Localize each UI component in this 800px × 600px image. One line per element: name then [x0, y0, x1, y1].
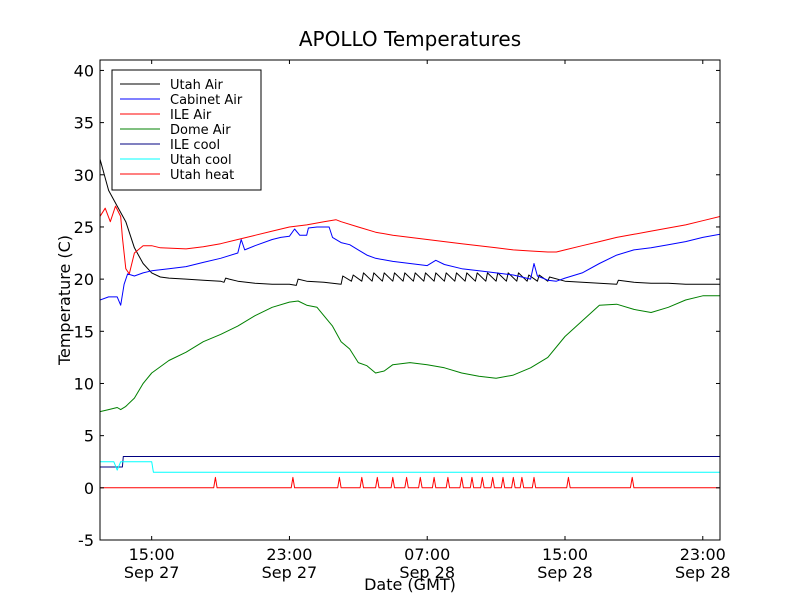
y-tick-label: -5	[78, 531, 94, 550]
series-line-utah-cool	[100, 461, 720, 473]
y-tick-label: 15	[74, 322, 94, 341]
plot-frame	[99, 59, 721, 541]
legend-box	[111, 69, 262, 191]
y-axis-label: Temperature (C)	[55, 235, 74, 366]
x-tick-date-label: Sep 27	[124, 563, 180, 582]
x-tick-time-label: 23:00	[680, 545, 726, 564]
y-tick-label: 20	[74, 270, 94, 289]
y-tick-label: 40	[74, 61, 94, 80]
y-tick-label: 0	[84, 479, 94, 498]
x-tick-date-label: Sep 28	[399, 563, 455, 582]
y-axis: -5 0 5 10 15 20 25 30 35 40	[74, 61, 720, 550]
x-tick-time-label: 15:00	[129, 545, 175, 564]
series-line-cabinet-air	[100, 226, 720, 306]
series-layer	[100, 158, 720, 489]
legend-label-ile-air: ILE Air	[170, 108, 212, 123]
chart-title: APOLLO Temperatures	[299, 27, 521, 51]
y-tick-label: 35	[74, 114, 94, 133]
legend-label-ile-cool: ILE cool	[170, 138, 220, 153]
x-axis-label: Date (GMT)	[364, 575, 456, 594]
y-tick-label: 5	[84, 427, 94, 446]
series-line-dome-air	[100, 295, 720, 413]
x-tick-date-label: Sep 27	[262, 563, 318, 582]
x-tick-time-label: 15:00	[542, 545, 588, 564]
legend-label-cabinet-air: Cabinet Air	[170, 93, 243, 108]
series-line-ile-air	[100, 205, 720, 275]
y-tick-label: 30	[74, 166, 94, 185]
y-tick-label: 25	[74, 218, 94, 237]
legend-label-utah-cool: Utah cool	[170, 153, 232, 168]
x-tick-time-label: 07:00	[404, 545, 450, 564]
legend-label-dome-air: Dome Air	[170, 123, 231, 138]
x-tick-date-label: Sep 28	[537, 563, 593, 582]
y-tick-label: 10	[74, 374, 94, 393]
x-tick-date-label: Sep 28	[675, 563, 731, 582]
legend-label-utah-air: Utah Air	[170, 78, 223, 93]
x-tick-time-label: 23:00	[266, 545, 312, 564]
legend-label-utah-heat: Utah heat	[170, 168, 234, 183]
series-line-utah-heat	[100, 476, 720, 489]
